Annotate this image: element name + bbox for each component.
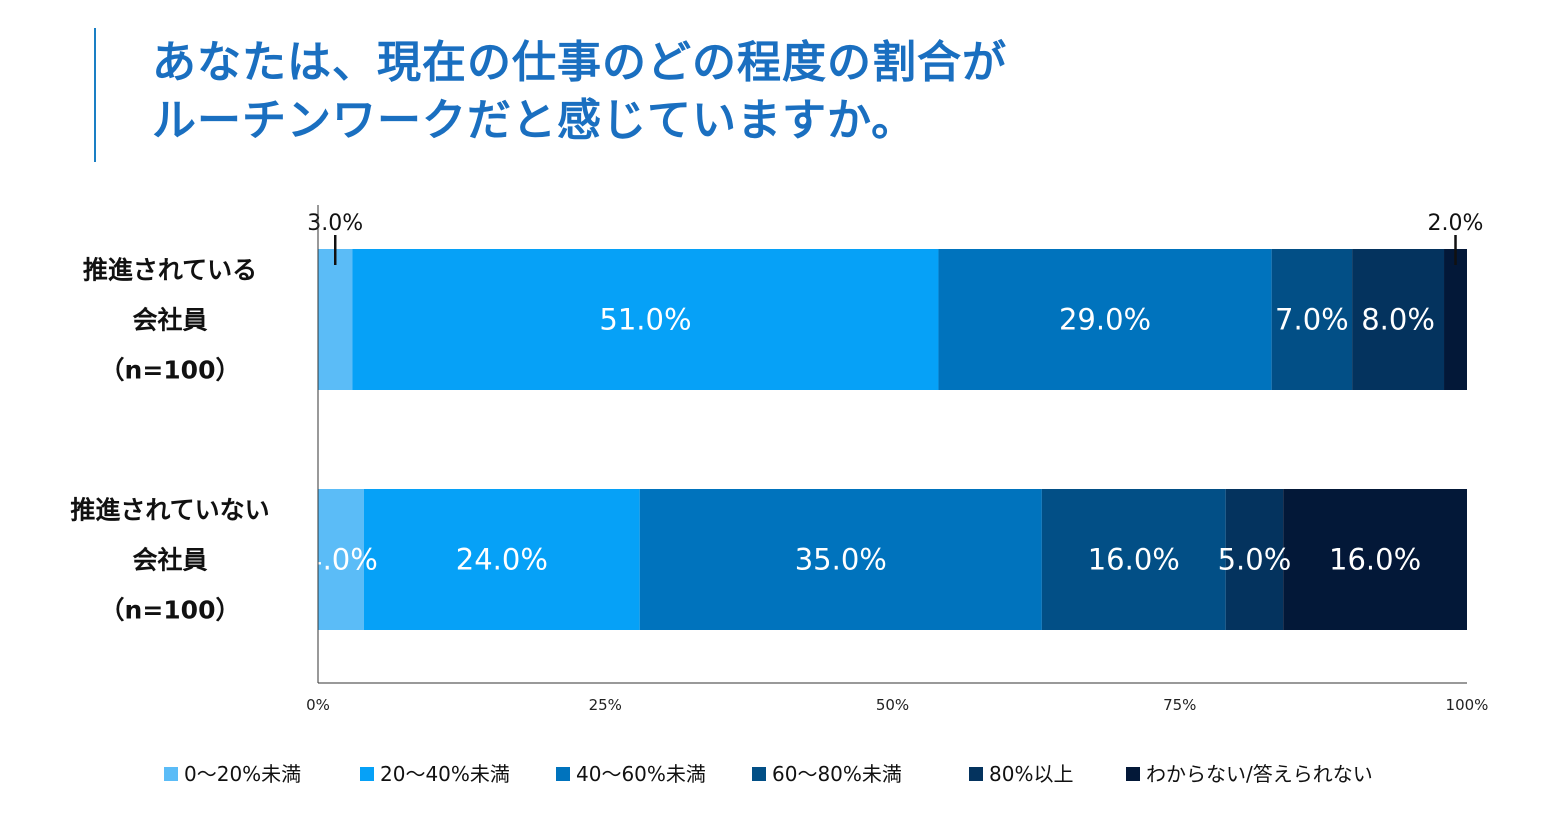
bar-segment-c0-s5 xyxy=(1444,249,1467,390)
bar-value-label-c1-s2: 35.0% xyxy=(795,543,887,577)
x-tick-label-1: 25% xyxy=(589,696,622,714)
bar-segment-c0-s0 xyxy=(318,249,353,390)
bar-segment-c0-s2 xyxy=(938,249,1272,390)
bar-value-label-c1-s4: 5.0% xyxy=(1218,543,1292,577)
bar-value-label-c0-s5: 2.0% xyxy=(1428,211,1484,236)
bar-segment-c1-s4 xyxy=(1225,489,1284,630)
legend-label-2: 40～60%未満 xyxy=(576,762,706,786)
bar-value-label-c0-s2: 29.0% xyxy=(1059,303,1151,337)
bar-value-label-c1-s5: 16.0% xyxy=(1329,543,1421,577)
bar-value-label-c1-s0: 4.0% xyxy=(304,543,378,577)
chart-title-line-1: あなたは、現在の仕事のどの程度の割合が xyxy=(152,37,1007,88)
bar-value-label-c1-s3: 16.0% xyxy=(1088,543,1180,577)
legend-label-4: 80%以上 xyxy=(989,762,1073,786)
chart-title: あなたは、現在の仕事のどの程度の割合が ルーチンワークだと感じていますか。 xyxy=(152,34,1007,150)
bar-segment-c1-s1 xyxy=(363,489,640,630)
legend-swatch-3 xyxy=(752,767,766,781)
bar-value-label-c0-s0: 3.0% xyxy=(307,211,363,236)
x-tick-label-3: 75% xyxy=(1163,696,1196,714)
legend-label-1: 20～40%未満 xyxy=(380,762,510,786)
category-label-0-line-0: 推進されている xyxy=(83,256,257,285)
bar-value-label-c0-s1: 51.0% xyxy=(599,303,691,337)
legend-swatch-5 xyxy=(1126,767,1140,781)
legend-swatch-0 xyxy=(164,767,178,781)
bar-segment-c1-s0 xyxy=(318,489,364,630)
legend-swatch-4 xyxy=(969,767,983,781)
x-tick-label-2: 50% xyxy=(876,696,909,714)
x-tick-label-4: 100% xyxy=(1446,696,1489,714)
bar-segment-c0-s3 xyxy=(1271,249,1353,390)
category-label-1-line-1: 会社員 xyxy=(132,546,207,575)
category-label-0-line-1: 会社員 xyxy=(132,306,207,335)
bar-segment-c1-s5 xyxy=(1283,489,1467,630)
category-label-0-line-2: （n=100） xyxy=(100,356,241,385)
bars-layer xyxy=(318,249,1467,630)
x-tick-label-0: 0% xyxy=(306,696,330,714)
legend-label-0: 0～20%未満 xyxy=(184,762,301,786)
legend-label-5: わからない/答えられない xyxy=(1146,762,1373,786)
chart-title-line-2: ルーチンワークだと感じていますか。 xyxy=(152,95,917,146)
axis-layer: 0% 25% 50% 75% 100% xyxy=(306,205,1488,714)
bar-labels-layer: 3.0% 51.0% 29.0% 7.0% 8.0% 2.0% 4.0% 24.0% 35.0%… xyxy=(304,211,1483,577)
bar-segment-c1-s3 xyxy=(1041,489,1226,630)
bar-segment-c0-s1 xyxy=(352,249,939,390)
category-label-1-line-0: 推進されていない xyxy=(70,496,269,525)
bar-value-label-c0-s3: 7.0% xyxy=(1275,303,1349,337)
category-label-1-line-2: （n=100） xyxy=(100,596,241,625)
legend-swatch-2 xyxy=(556,767,570,781)
legend-swatch-1 xyxy=(360,767,374,781)
bar-value-label-c0-s4: 8.0% xyxy=(1361,303,1435,337)
legend: 0～20%未満 20～40%未満 40～60%未満 60～80%未満 80%以上 わからな… xyxy=(164,762,1373,786)
bar-segment-c0-s4 xyxy=(1352,249,1445,390)
bar-value-label-c1-s1: 24.0% xyxy=(456,543,548,577)
title-accent-rule xyxy=(94,28,96,162)
legend-label-3: 60～80%未満 xyxy=(772,762,902,786)
bar-segment-c1-s2 xyxy=(639,489,1042,630)
